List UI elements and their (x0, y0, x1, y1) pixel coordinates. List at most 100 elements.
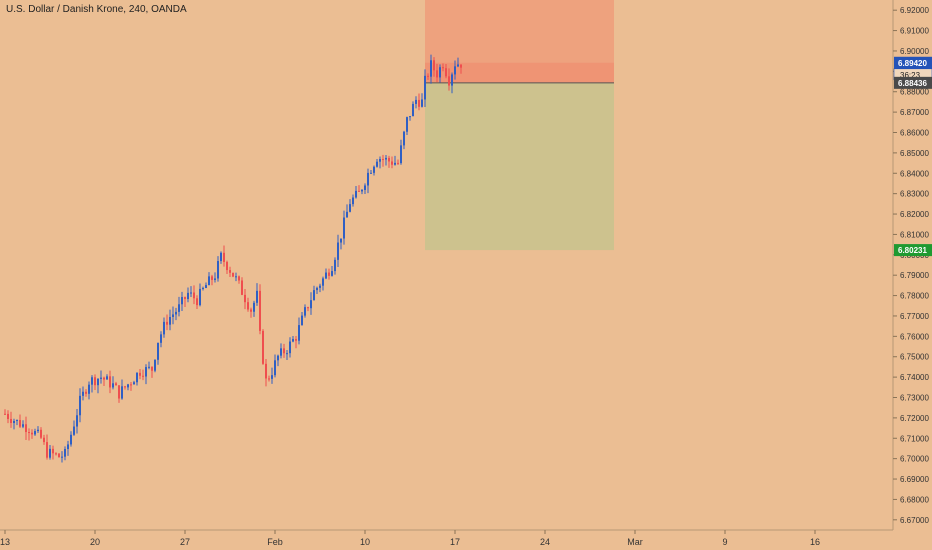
candle-body (49, 448, 51, 458)
candle-body (199, 288, 201, 306)
candle-body (355, 190, 357, 198)
candle-body (61, 456, 63, 458)
candle-body (76, 415, 78, 427)
candle-body (94, 377, 96, 386)
candle-body (121, 386, 123, 399)
candle-body (433, 60, 435, 71)
candle-body (4, 413, 6, 415)
price-tick-label: 6.87000 (900, 108, 929, 117)
candle-body (451, 74, 453, 86)
candle-body (55, 453, 57, 455)
time-tick-label: 16 (810, 537, 820, 547)
price-tick-label: 6.70000 (900, 455, 929, 464)
candle-body (442, 67, 444, 69)
candle-body (397, 162, 399, 164)
candle-body (295, 339, 297, 341)
candle-body (67, 444, 69, 450)
price-tick-label: 6.73000 (900, 394, 929, 403)
candle-body (79, 395, 81, 416)
candle-body (46, 442, 48, 458)
last-price-tag-bg (894, 56, 932, 69)
candle-body (115, 383, 117, 386)
price-tick-label: 6.85000 (900, 149, 929, 158)
candle-body (163, 321, 165, 335)
candle-body (229, 270, 231, 273)
candle-body (247, 302, 249, 310)
candle-body (313, 290, 315, 301)
candle-body (154, 359, 156, 371)
candle-body (130, 384, 132, 386)
price-tick-label: 6.76000 (900, 332, 929, 341)
candle-body (82, 391, 84, 396)
price-tick-label: 6.79000 (900, 271, 929, 280)
price-tick-label: 6.82000 (900, 210, 929, 219)
candle-body (262, 330, 264, 364)
open-loss-zone (425, 62, 614, 83)
candle-body (142, 375, 144, 377)
candle-body (112, 383, 114, 388)
price-tick-label: 6.81000 (900, 230, 929, 239)
candle-body (70, 434, 72, 445)
candle-body (85, 391, 87, 394)
candle-body (25, 424, 27, 433)
candle-body (97, 378, 99, 386)
candle-body (340, 238, 342, 243)
price-tick-label: 6.90000 (900, 47, 929, 56)
price-tick-label: 6.75000 (900, 353, 929, 362)
candle-body (22, 424, 24, 427)
price-tick-label: 6.72000 (900, 414, 929, 423)
candle-body (58, 453, 60, 458)
candle-body (373, 166, 375, 173)
candle-body (232, 272, 234, 277)
candle-body (148, 366, 150, 368)
candle-body (178, 304, 180, 312)
candle-body (190, 292, 192, 294)
time-tick-label: 13 (0, 537, 10, 547)
candle-body (427, 75, 429, 77)
chart-title: U.S. Dollar / Danish Krone, 240, OANDA (6, 4, 187, 15)
time-tick-label: 17 (450, 537, 460, 547)
candle-body (169, 316, 171, 325)
candle-body (322, 278, 324, 286)
candle-body (364, 185, 366, 190)
candle-body (160, 334, 162, 343)
price-tick-label: 6.74000 (900, 373, 929, 382)
candle-body (343, 217, 345, 239)
candle-body (415, 99, 417, 104)
candle-body (280, 348, 282, 356)
candle-body (286, 353, 288, 355)
candle-body (379, 159, 381, 162)
candle-body (382, 159, 384, 161)
candle-body (13, 421, 15, 424)
price-tick-label: 6.86000 (900, 129, 929, 138)
price-tick-label: 6.71000 (900, 434, 929, 443)
candle-body (304, 307, 306, 316)
candle-body (202, 287, 204, 289)
candle-body (127, 384, 129, 388)
entry-price-tag-label: 6.88436 (898, 79, 927, 88)
candle-body (184, 297, 186, 300)
entry-price-tag-bg (894, 76, 932, 89)
candle-body (40, 429, 42, 438)
candle-body (358, 190, 360, 192)
candle-body (460, 64, 462, 68)
time-tick-label: Mar (627, 537, 643, 547)
candles (4, 54, 462, 463)
candle-body (289, 341, 291, 354)
candle-body (349, 204, 351, 212)
price-tick-label: 6.84000 (900, 169, 929, 178)
candle-body (283, 348, 285, 354)
candle-body (175, 311, 177, 315)
candle-body (52, 448, 54, 454)
candle-body (307, 307, 309, 309)
time-tick-label: 24 (540, 537, 550, 547)
candle-body (211, 276, 213, 280)
candle-body (292, 339, 294, 342)
candle-body (208, 276, 210, 286)
candle-body (361, 189, 363, 192)
candle-body (328, 272, 330, 276)
candle-body (400, 145, 402, 164)
candle-body (388, 157, 390, 162)
